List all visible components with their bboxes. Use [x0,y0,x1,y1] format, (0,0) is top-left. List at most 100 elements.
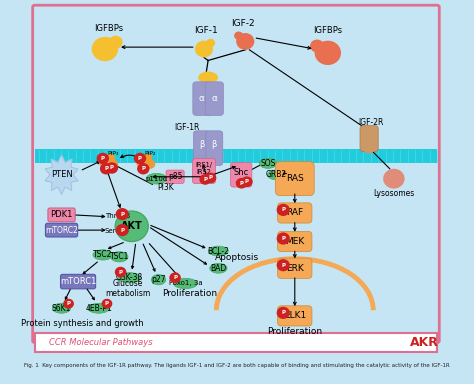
Circle shape [277,259,290,271]
Text: P: P [66,301,71,306]
Ellipse shape [146,173,167,184]
Text: P: P [101,156,105,161]
Circle shape [169,272,181,283]
Circle shape [108,160,118,169]
FancyBboxPatch shape [275,162,314,195]
Circle shape [100,157,113,169]
Text: BAD: BAD [210,264,227,273]
Ellipse shape [173,278,197,289]
Ellipse shape [110,252,128,262]
Ellipse shape [209,246,228,256]
Circle shape [97,153,109,164]
Text: S6K1: S6K1 [52,304,71,313]
Text: Thr308: Thr308 [105,213,130,218]
Ellipse shape [88,303,109,313]
Polygon shape [45,156,78,194]
FancyBboxPatch shape [360,126,378,152]
Text: SOS: SOS [260,159,276,168]
Circle shape [234,31,243,40]
Text: PiP₃: PiP₃ [108,151,119,156]
Text: P: P [245,179,249,184]
Text: GRB2: GRB2 [265,170,287,179]
Text: P: P [281,263,285,268]
Circle shape [236,178,247,189]
Circle shape [236,33,255,50]
Circle shape [206,39,215,47]
Text: P: P [281,310,285,315]
Text: Ser473: Ser473 [105,228,130,234]
Circle shape [205,172,216,183]
Text: ELK1: ELK1 [283,311,306,320]
Text: PTEN: PTEN [51,170,73,179]
Ellipse shape [259,159,277,168]
Text: AKT: AKT [121,221,143,231]
Text: MEK: MEK [285,237,304,246]
FancyBboxPatch shape [192,159,216,184]
Text: β: β [199,140,204,149]
Text: α: α [211,94,217,103]
Text: PI3K: PI3K [157,182,174,192]
Text: IGFBPs: IGFBPs [94,23,124,33]
FancyBboxPatch shape [35,149,437,163]
Text: P: P [281,236,285,241]
FancyBboxPatch shape [193,82,211,115]
FancyBboxPatch shape [166,170,184,184]
Text: p85: p85 [168,172,182,181]
Text: mTORC2: mTORC2 [45,226,78,235]
Text: P: P [118,270,123,275]
Text: TSC1: TSC1 [109,252,129,261]
Circle shape [137,163,149,174]
Circle shape [115,211,148,242]
Ellipse shape [267,170,285,180]
Circle shape [310,40,324,53]
FancyBboxPatch shape [35,333,437,352]
Text: Lysosomes: Lysosomes [373,189,414,198]
FancyBboxPatch shape [46,223,78,237]
Text: Proliferation: Proliferation [267,327,322,336]
Circle shape [137,157,150,169]
Text: IGF-2: IGF-2 [231,18,255,28]
Text: P: P [239,181,244,186]
Text: IGF-1: IGF-1 [194,26,218,35]
Text: α: α [199,94,205,103]
Circle shape [277,232,290,245]
Text: P: P [209,175,212,180]
Circle shape [241,176,253,187]
Text: IRS1/
IRS2: IRS1/ IRS2 [195,162,212,175]
Circle shape [143,154,152,163]
Text: Shc: Shc [234,169,249,177]
Text: P: P [173,275,177,280]
Text: P: P [141,166,146,171]
FancyBboxPatch shape [205,82,223,115]
Ellipse shape [198,71,218,84]
Circle shape [277,204,290,216]
Circle shape [105,154,115,163]
Text: Protein synthesis and growth: Protein synthesis and growth [21,319,144,328]
Ellipse shape [93,250,113,260]
FancyBboxPatch shape [278,232,312,252]
Text: AKR: AKR [410,336,439,349]
Text: GSK-3β: GSK-3β [116,273,143,282]
Circle shape [109,36,123,49]
Circle shape [383,169,405,189]
Text: IGF-1R: IGF-1R [174,123,200,132]
Text: PiP₂: PiP₂ [145,151,156,156]
Circle shape [200,174,211,185]
Circle shape [116,224,129,236]
FancyBboxPatch shape [206,131,223,166]
FancyBboxPatch shape [193,131,210,166]
Text: PDK1: PDK1 [50,210,73,219]
Text: RAS: RAS [286,174,304,183]
Ellipse shape [210,263,227,273]
Ellipse shape [53,303,71,313]
FancyBboxPatch shape [61,274,96,289]
Text: IGFBPs: IGFBPs [313,26,342,35]
Text: Foxo1, 3a: Foxo1, 3a [169,280,202,286]
Circle shape [91,37,118,61]
Circle shape [315,41,341,65]
Text: P: P [138,156,142,161]
Text: BCL-2: BCL-2 [208,247,229,256]
Text: P: P [120,212,124,217]
Circle shape [106,162,118,174]
Circle shape [100,163,112,174]
